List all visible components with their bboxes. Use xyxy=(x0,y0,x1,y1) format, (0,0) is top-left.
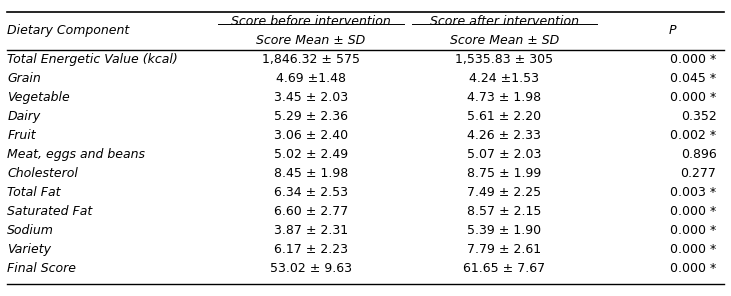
Text: 3.06 ± 2.40: 3.06 ± 2.40 xyxy=(273,129,348,142)
Text: 0.896: 0.896 xyxy=(681,148,716,161)
Text: Saturated Fat: Saturated Fat xyxy=(7,205,93,218)
Text: 0.000 *: 0.000 * xyxy=(670,263,716,275)
Text: Total Energetic Value (kcal): Total Energetic Value (kcal) xyxy=(7,53,178,66)
Text: Fruit: Fruit xyxy=(7,129,36,142)
Text: P: P xyxy=(669,24,676,37)
Text: Dietary Component: Dietary Component xyxy=(7,24,129,37)
Text: Score before intervention: Score before intervention xyxy=(231,15,390,28)
Text: Vegetable: Vegetable xyxy=(7,91,70,104)
Text: 4.26 ± 2.33: 4.26 ± 2.33 xyxy=(467,129,542,142)
Text: 6.34 ± 2.53: 6.34 ± 2.53 xyxy=(273,186,348,199)
Text: Final Score: Final Score xyxy=(7,263,76,275)
Text: 61.65 ± 7.67: 61.65 ± 7.67 xyxy=(463,263,545,275)
Text: Meat, eggs and beans: Meat, eggs and beans xyxy=(7,148,145,161)
Text: 0.000 *: 0.000 * xyxy=(670,205,716,218)
Text: 6.17 ± 2.23: 6.17 ± 2.23 xyxy=(273,243,348,256)
Text: 4.69 ±1.48: 4.69 ±1.48 xyxy=(276,72,346,85)
Text: 5.02 ± 2.49: 5.02 ± 2.49 xyxy=(273,148,348,161)
Text: 4.24 ±1.53: 4.24 ±1.53 xyxy=(469,72,539,85)
Text: 0.002 *: 0.002 * xyxy=(670,129,716,142)
Text: 4.73 ± 1.98: 4.73 ± 1.98 xyxy=(467,91,542,104)
Text: 5.07 ± 2.03: 5.07 ± 2.03 xyxy=(467,148,542,161)
Text: 0.000 *: 0.000 * xyxy=(670,53,716,66)
Text: 3.45 ± 2.03: 3.45 ± 2.03 xyxy=(273,91,348,104)
Text: 0.003 *: 0.003 * xyxy=(670,186,716,199)
Text: 0.000 *: 0.000 * xyxy=(670,224,716,237)
Text: 0.000 *: 0.000 * xyxy=(670,243,716,256)
Text: 1,535.83 ± 305: 1,535.83 ± 305 xyxy=(455,53,553,66)
Text: Total Fat: Total Fat xyxy=(7,186,61,199)
Text: Grain: Grain xyxy=(7,72,41,85)
Text: 8.45 ± 1.98: 8.45 ± 1.98 xyxy=(273,167,348,180)
Text: Sodium: Sodium xyxy=(7,224,54,237)
Text: 5.61 ± 2.20: 5.61 ± 2.20 xyxy=(467,110,542,123)
Text: Dairy: Dairy xyxy=(7,110,40,123)
Text: 7.79 ± 2.61: 7.79 ± 2.61 xyxy=(467,243,542,256)
Text: 8.57 ± 2.15: 8.57 ± 2.15 xyxy=(467,205,542,218)
Text: 0.000 *: 0.000 * xyxy=(670,91,716,104)
Text: 8.75 ± 1.99: 8.75 ± 1.99 xyxy=(467,167,542,180)
Text: Score Mean ± SD: Score Mean ± SD xyxy=(256,34,366,47)
Text: 5.39 ± 1.90: 5.39 ± 1.90 xyxy=(467,224,542,237)
Text: Variety: Variety xyxy=(7,243,51,256)
Text: 53.02 ± 9.63: 53.02 ± 9.63 xyxy=(270,263,352,275)
Text: 0.045 *: 0.045 * xyxy=(670,72,716,85)
Text: 7.49 ± 2.25: 7.49 ± 2.25 xyxy=(467,186,542,199)
Text: Cholesterol: Cholesterol xyxy=(7,167,78,180)
Text: Score Mean ± SD: Score Mean ± SD xyxy=(450,34,559,47)
Text: 0.352: 0.352 xyxy=(681,110,716,123)
Text: 6.60 ± 2.77: 6.60 ± 2.77 xyxy=(273,205,348,218)
Text: Score after intervention: Score after intervention xyxy=(430,15,579,28)
Text: 0.277: 0.277 xyxy=(681,167,716,180)
Text: 1,846.32 ± 575: 1,846.32 ± 575 xyxy=(262,53,360,66)
Text: 3.87 ± 2.31: 3.87 ± 2.31 xyxy=(273,224,348,237)
Text: 5.29 ± 2.36: 5.29 ± 2.36 xyxy=(273,110,348,123)
